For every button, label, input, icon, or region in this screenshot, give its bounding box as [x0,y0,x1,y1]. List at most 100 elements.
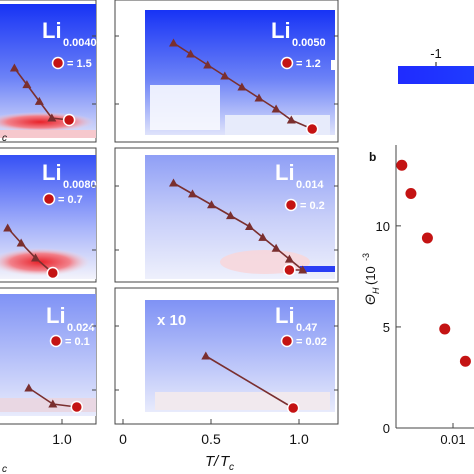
ratio-key-2: = 1.2 [280,56,321,70]
panel-b-y-tick-label: 0 [383,421,390,436]
li-label-subscript: 0.024 [67,322,95,334]
series-line [173,182,305,271]
ratio-key-circle [284,198,298,212]
triangle-marker [254,93,264,102]
triangle-marker [271,104,281,113]
circle-marker [286,401,300,415]
triangle-marker [169,178,178,187]
triangle-marker [245,222,254,230]
heatmap-2 [145,10,335,135]
li-label-main: Li [275,303,295,328]
li-label-main: Li [271,18,291,43]
li-label-subscript: 0.47 [296,322,317,334]
triangle-marker [201,351,211,360]
triangle-marker [286,115,296,124]
ratio-key-circle [42,192,56,206]
li-label-subscript: 0.014 [296,179,324,191]
panel-frame-4 [114,147,339,283]
li-label-main: Li [46,303,66,328]
circle-marker [305,122,319,136]
triangle-marker [47,113,57,122]
x-axis-title-t: T [205,453,216,470]
x-tick-label: 0.5 [201,431,221,447]
theta-subscript: H [371,287,381,294]
triangle-marker [220,71,230,80]
circle-marker [62,113,76,127]
circle-marker [46,266,60,280]
triangle-marker [3,223,13,232]
triangle-marker [24,383,34,392]
li-label-5: Li 0.024 [46,303,95,334]
li-label-subscript: 0.0040 [63,37,97,49]
ratio-key-6: = 0.02 [280,334,327,348]
triangle-marker [207,200,216,209]
ratio-key-value: = 1.5 [67,58,92,70]
colorbar: -1 [398,46,474,84]
panel-b: b 0 5 10 0.01 Θ H (10 -3 [361,145,474,447]
x-tick-label: 1.0 [289,431,309,447]
li-label-1: Li 0.0040 [42,18,97,49]
ratio-key-circle [280,56,294,70]
panel-b-x-tick-label: 0.01 [440,432,465,447]
x-axis-title-sub: c [229,462,234,473]
triangle-marker [22,80,32,89]
ratio-key-value: = 1.2 [296,58,321,70]
triangle-marker [203,60,213,69]
panel-frame-2 [114,0,339,143]
li-label-subscript: 0.0080 [63,179,97,191]
triangle-marker [188,189,197,198]
triangle-marker [226,211,235,220]
triangle-marker [9,63,19,72]
panel-frame-6 [114,287,339,425]
panel-b-point [421,232,433,244]
series-line [205,355,294,409]
x-axis-title-left-fragment: c [2,464,7,474]
panel-b-y-tick-label: 10 [376,219,390,234]
ratio-key-value: = 0.2 [300,200,325,212]
circle-marker [283,263,296,277]
x-axis-title: T / T c [205,453,234,473]
ratio-key-3: = 0.7 [42,192,83,206]
panel-b-point [439,323,451,335]
theta-paren: (10 [363,266,378,285]
heatmap-axis-ticks [61,35,338,424]
series-layer [3,38,319,415]
triangle-marker [186,49,196,58]
triangle-marker [284,254,294,263]
triangle-marker [31,253,41,262]
circle-marker [70,400,84,414]
li-label-2: Li 0.0050 [271,18,326,49]
ratio-key-5: = 0.1 [49,334,90,348]
li-label-3: Li 0.0080 [42,160,97,191]
ratio-key-circle [51,56,65,70]
heatmap-3 [0,155,96,279]
theta-symbol: Θ [362,294,378,305]
ratio-key-value: = 0.1 [65,336,90,348]
colorbar-tick-label: -1 [430,46,442,61]
triangle-marker [48,399,58,408]
panel-b-y-tick-label: 5 [383,320,390,335]
triangle-marker [34,96,44,105]
x-tick-label-left: 1.0 [52,431,72,447]
panel-b-yticks: 0 5 10 [376,219,401,436]
scale-annotation: x 10 [157,312,186,329]
li-label-main: Li [42,160,62,185]
li-label-main: Li [275,160,295,185]
colorbar-bar [398,66,474,84]
triangle-marker [237,82,247,91]
triangle-marker [16,238,26,247]
ratio-key-circle [49,334,63,348]
x-axis-title-t2: T [220,453,231,470]
panel-b-point [459,355,471,367]
ratio-key-value: = 0.7 [58,194,83,206]
triangle-marker [271,243,281,252]
li-label-subscript: 0.0050 [292,37,326,49]
ratio-key-1: = 1.5 [51,56,92,70]
panel-b-point [396,159,408,171]
panel-b-y-axis-title: Θ H (10 -3 [361,253,381,305]
ratio-key-value: = 0.02 [296,336,327,348]
panel-b-point [405,188,417,200]
heatmap-4 [145,155,335,279]
ratio-key-4: = 0.2 [284,198,325,212]
